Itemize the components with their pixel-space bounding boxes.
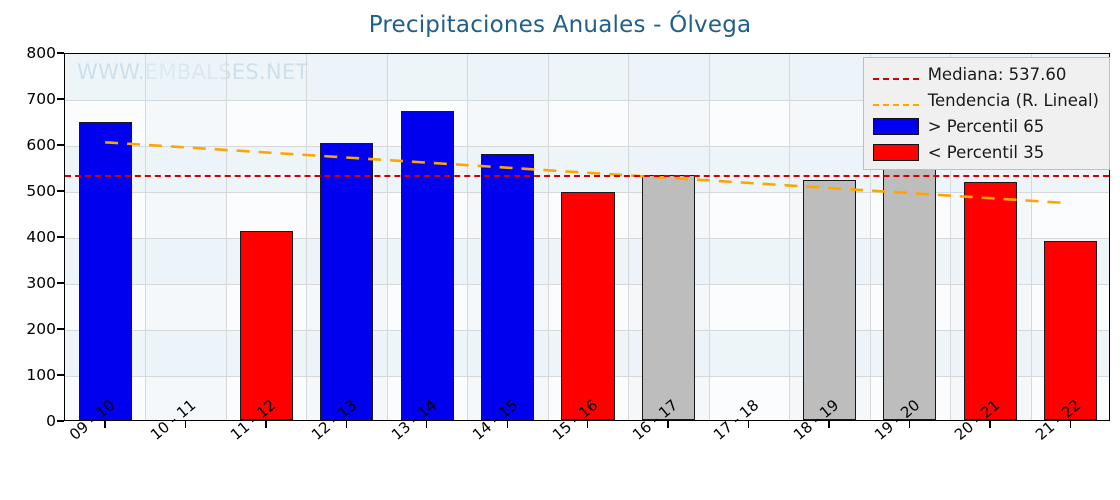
dashed-orange-line-icon [872,103,919,106]
y-axis-tick-label: 200 [26,320,56,338]
legend-item-label: Mediana: 537.60 [927,65,1067,84]
x-axis-tick-mark [828,421,830,428]
x-axis-tick-mark [667,421,669,428]
y-axis-tick-mark [57,236,64,238]
page-title: Precipitaciones Anuales - Ólvega [368,12,752,38]
y-axis-tick-label: 600 [26,136,56,154]
x-axis-tick-mark [184,421,187,428]
y-axis-tick-mark [57,190,64,192]
bar-18-19 [802,180,856,420]
blue-swatch-icon [872,118,919,135]
bar-16-17 [641,174,695,420]
gridline-vertical [1030,54,1032,420]
gridline-vertical [628,54,630,420]
trend-line [105,141,1069,205]
gridline-vertical [306,54,308,420]
y-axis-tick-mark [57,328,64,330]
y-axis-tick-label: 500 [26,182,56,200]
bar-11-12 [239,230,293,420]
legend-item-mediana: Mediana: 537.60 [872,65,1099,84]
gridline-vertical [708,54,710,420]
y-axis-tick-label: 800 [26,44,56,62]
y-axis-tick-mark [57,374,64,376]
y-axis-tick-label: 400 [26,228,56,246]
red-swatch-icon [872,144,919,161]
y-axis-tick-label: 0 [46,412,56,430]
gridline-vertical [386,54,388,420]
gridline-vertical [789,54,791,420]
y-axis-tick-mark [57,420,64,422]
gridline-vertical [869,54,871,420]
legend-item-label: < Percentil 35 [927,143,1045,162]
legend-item-percentil-65: > Percentil 65 [872,117,1099,136]
x-axis-tick-mark [265,421,267,428]
gridline-vertical [467,54,469,420]
x-axis-tick-mark [506,421,508,428]
legend-item-percentil-35: < Percentil 35 [872,143,1099,162]
x-axis-tick-mark [587,421,589,428]
background-band-vertical [145,54,226,420]
bar-12-13 [320,143,374,420]
gridline-vertical [547,54,549,420]
legend-item-label: Tendencia (R. Lineal) [927,91,1099,110]
bar-21-22 [1044,241,1098,420]
chart-legend: Mediana: 537.60 Tendencia (R. Lineal) > … [862,57,1110,170]
x-axis-tick-mark [104,421,106,428]
x-axis-tick-mark [1069,421,1072,428]
gridline-vertical [145,54,147,420]
gridline-horizontal [65,100,1109,101]
y-axis-tick-label: 700 [26,90,56,108]
bar-15-16 [561,192,615,420]
x-axis-tick-mark [908,421,911,428]
dashed-red-line-icon [872,77,919,80]
x-axis-tick-mark [345,421,347,428]
y-axis-tick-mark [57,144,64,146]
bar-09-10 [78,122,132,420]
legend-item-label: > Percentil 65 [927,117,1045,136]
x-axis-tick-mark [426,421,428,428]
y-axis-tick-mark [57,52,64,54]
gridline-vertical [950,54,952,420]
y-axis-tick-mark [57,98,64,100]
bar-19-20 [883,159,937,420]
x-axis-tick-mark [989,421,991,428]
gridline-horizontal [65,146,1109,147]
gridline-vertical [225,54,227,420]
y-axis-tick-label: 300 [26,274,56,292]
x-axis-tick-mark [747,421,750,428]
bar-20-21 [963,181,1017,420]
y-axis-tick-mark [57,282,64,284]
legend-item-tendencia: Tendencia (R. Lineal) [872,91,1099,110]
y-axis-tick-label: 100 [26,366,56,384]
bar-14-15 [480,154,535,420]
median-line [65,174,1109,177]
